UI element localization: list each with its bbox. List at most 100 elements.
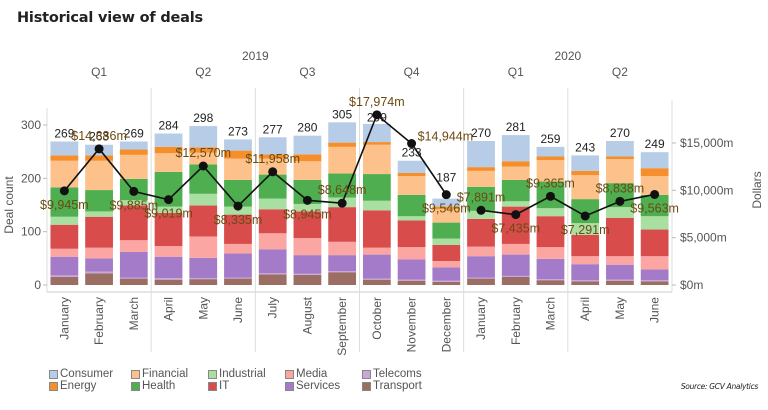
bar-segment-services [397, 259, 426, 280]
bar-segment-consumer [640, 152, 669, 169]
quarter-header: Q2 [195, 65, 211, 79]
bar-segment-financial [224, 158, 252, 180]
bar-segment-telecoms [640, 280, 669, 282]
legend: Consumer Financial Industrial Media Telecoms… [49, 368, 442, 392]
legend-swatch [49, 381, 58, 391]
y2-axis-title: Dollars [750, 171, 764, 208]
bar-segment-industrial [50, 216, 79, 225]
bar-segment-services [467, 256, 495, 278]
bar-segment-media [50, 248, 79, 257]
bar-segment-industrial [85, 211, 113, 217]
quarter-header: Q2 [612, 65, 628, 79]
legend-item-telecoms: Telecoms [362, 368, 442, 380]
legend-item-transport: Transport [362, 380, 442, 392]
y2-tick-label: $10,000m [680, 183, 733, 197]
bar-segment-health [501, 179, 530, 202]
dollars-point [372, 110, 382, 120]
bar-segment-services [432, 267, 461, 281]
bar-segment-telecoms [119, 277, 148, 279]
x-tick-label: January [57, 297, 71, 340]
bar-segment-telecoms [189, 278, 218, 280]
bar-segment-it [189, 205, 218, 237]
bar-total-label: 263 [89, 130, 109, 144]
quarter-header: Q4 [404, 65, 420, 79]
bar-total-label: 273 [228, 124, 248, 138]
bar-segment-transport [293, 274, 322, 285]
bar-segment-energy [119, 149, 148, 155]
legend-swatch [285, 369, 294, 379]
legend-label: Telecoms [373, 368, 422, 380]
bar-segment-media [362, 247, 391, 255]
x-tick-label: September [335, 297, 349, 356]
bar-total-label: 277 [263, 122, 283, 136]
bar-segment-financial [501, 166, 530, 180]
bar-segment-media [397, 247, 426, 260]
dollars-point [164, 195, 174, 205]
x-tick-label: February [92, 297, 106, 345]
bar-segment-services [119, 251, 148, 278]
x-tick-label: July [266, 297, 280, 318]
bar-segment-services [258, 249, 287, 274]
bar-segment-it [571, 234, 600, 257]
dollars-point [545, 191, 555, 201]
bar-segment-industrial [154, 206, 183, 213]
bar-segment-media [432, 261, 461, 268]
bar-segment-telecoms [50, 275, 79, 277]
dollars-data-label: $11,958m [245, 152, 300, 166]
bar-segment-consumer [467, 141, 495, 168]
legend-label: Services [296, 380, 341, 392]
bar-segment-energy [536, 156, 565, 161]
dollars-point [337, 198, 347, 208]
dollars-point [233, 201, 243, 211]
dollars-point [407, 139, 417, 149]
bar-segment-it [154, 213, 183, 247]
x-tick-label: April [162, 297, 176, 321]
bar-segment-consumer [154, 133, 183, 147]
bar-segment-energy [154, 146, 183, 154]
bar-segment-financial [328, 146, 357, 174]
bar-segment-media [119, 240, 148, 252]
chart-title: Historical view of deals [17, 10, 203, 26]
bar-segment-it [328, 207, 357, 242]
bar-segment-consumer [293, 135, 322, 155]
bar-segment-telecoms [85, 271, 113, 274]
legend-label: IT [219, 380, 230, 392]
bar-segment-services [571, 264, 600, 281]
legend-swatch [131, 381, 140, 391]
bar-total-label: 249 [645, 137, 665, 151]
legend-item-media: Media [285, 368, 362, 380]
bar-segment-financial [189, 152, 218, 165]
bar-segment-it [293, 211, 322, 239]
bar-segment-services [85, 258, 113, 272]
bar-segment-financial [293, 161, 322, 180]
legend-item-consumer: Consumer [49, 368, 131, 380]
dollars-data-label: $9,365m [526, 176, 575, 190]
bar-segment-transport [571, 281, 600, 285]
bar-segment-transport [258, 274, 287, 285]
legend-label: Consumer [60, 368, 114, 380]
bar-segment-it [85, 216, 113, 248]
bar-segment-it [467, 218, 495, 247]
x-tick-label: August [300, 296, 314, 334]
dollars-data-label: $8,945m [283, 207, 332, 221]
bar-segment-it [258, 209, 287, 234]
x-tick-label: June [231, 297, 245, 323]
bar-segment-transport [640, 281, 669, 285]
bar-segment-health [362, 174, 391, 201]
y-tick-label: 300 [21, 118, 41, 132]
bar-segment-it [432, 245, 461, 261]
bar-segment-telecoms [258, 273, 287, 275]
bar-segment-transport [606, 280, 634, 285]
bar-segment-industrial [397, 216, 426, 221]
bar-total-label: 259 [540, 132, 560, 146]
bar-segment-media [189, 236, 218, 258]
dollars-point [580, 211, 590, 221]
bar-segment-it [640, 229, 669, 257]
legend-swatch [131, 369, 140, 379]
bar-segment-it [362, 210, 391, 248]
x-tick-label: June [648, 297, 662, 323]
bar-segment-industrial [189, 193, 218, 206]
legend-label: Energy [60, 380, 97, 392]
bar-segment-it [224, 214, 252, 244]
bar-segment-transport [501, 277, 530, 285]
